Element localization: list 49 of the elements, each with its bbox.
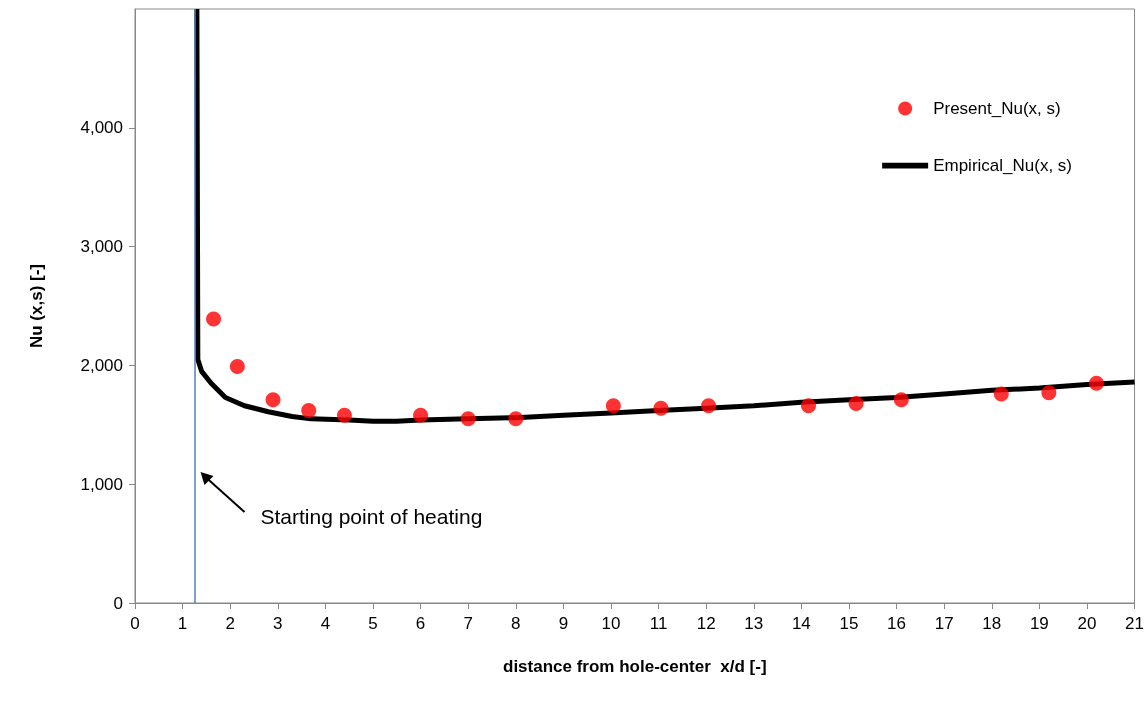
x-tick-label: 21	[1125, 614, 1145, 633]
point	[413, 407, 429, 423]
x-axis-title: distance from hole-center x/d [-]	[503, 657, 767, 676]
x-tick-label: 7	[463, 614, 473, 633]
x-tick-label: 6	[415, 614, 426, 633]
point	[801, 398, 816, 414]
point	[460, 411, 476, 427]
x-tick-label: 9	[558, 614, 569, 633]
y-tick-label: 1,000	[80, 474, 123, 494]
x-tick-label: 10	[601, 614, 621, 633]
x-tick-label: 15	[839, 614, 859, 633]
point	[848, 395, 864, 411]
annotation: Starting point of heating	[260, 505, 483, 528]
legend-label: Empirical_Nu(x, s)	[933, 156, 1072, 175]
y-axis-title: Nu (x,s) [-]	[27, 263, 46, 349]
x-tick-label: 0	[130, 614, 140, 633]
x-tick-label: 5	[368, 614, 378, 633]
x-tick-label: 12	[696, 614, 716, 633]
y-tick-label: 2,000	[80, 355, 123, 375]
x-tick-label: 3	[273, 614, 283, 633]
x-tick-label: 20	[1077, 614, 1097, 633]
point	[653, 400, 669, 416]
x-tick-label: 8	[511, 614, 521, 633]
point	[508, 411, 524, 427]
x-tick-label: 11	[649, 614, 668, 633]
y-tick-label: 3,000	[80, 237, 123, 257]
point	[1088, 375, 1104, 391]
point	[893, 392, 909, 408]
legend-label: Present_Nu(x, s)	[933, 99, 1061, 118]
x-tick-label: 19	[1029, 614, 1049, 633]
point	[1041, 385, 1057, 401]
x-tick-label: 17	[934, 614, 954, 633]
x-tick-label: 18	[982, 614, 1002, 633]
point	[265, 392, 281, 408]
y-tick-label: 4,000	[80, 118, 123, 138]
point	[701, 398, 717, 414]
point	[206, 311, 222, 327]
x-tick-label: 16	[887, 614, 907, 633]
x-tick-label: 2	[225, 614, 235, 633]
x-tick-label: 1	[177, 614, 188, 633]
x-tick-label: 13	[744, 614, 764, 633]
y-tick-label: 0	[113, 593, 123, 613]
point	[336, 407, 352, 423]
point	[993, 386, 1009, 402]
point	[301, 403, 317, 419]
x-tick-label: 14	[791, 614, 811, 633]
point	[229, 359, 245, 375]
point	[605, 398, 621, 414]
x-tick-label: 4	[320, 614, 331, 633]
